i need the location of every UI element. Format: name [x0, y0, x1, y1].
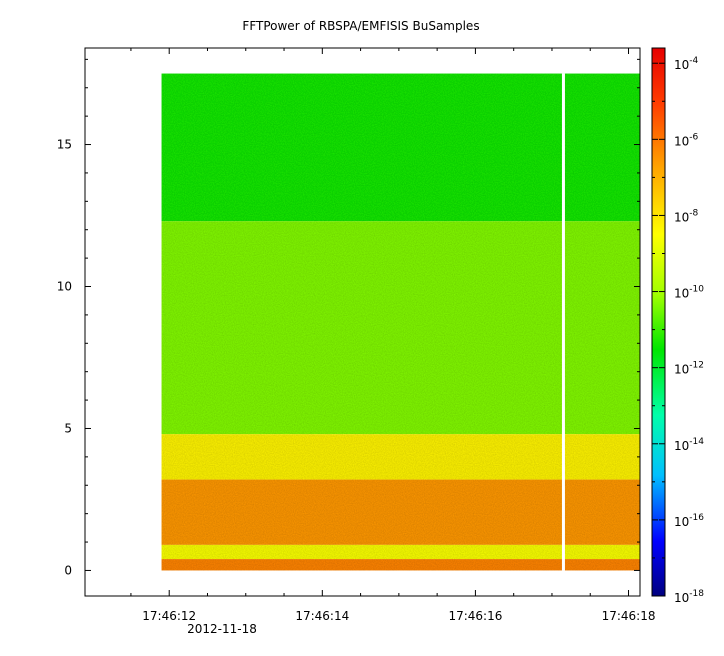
- colorbar-tick-label: 10-16: [674, 513, 704, 529]
- spectrogram-band: [161, 544, 640, 560]
- colorbar-tick-label: 10-10: [674, 285, 704, 301]
- x-tick-label: 17:46:14: [295, 609, 349, 623]
- x-tick-label: 17:46:18: [602, 609, 656, 623]
- y-tick-label: 15: [57, 138, 72, 152]
- x-axis: 17:46:12 17:46:14 17:46:16 17:46:18: [130, 48, 656, 623]
- colorbar-tick-label: 10-8: [674, 208, 699, 224]
- colorbar-tick-label: 10-18: [674, 589, 704, 605]
- x-tick-label: 17:46:16: [448, 609, 502, 623]
- plot-frame: [84, 47, 641, 597]
- spectrogram-band: [161, 559, 640, 571]
- colorbar-tick-label: 10-14: [674, 437, 704, 453]
- colorbar: [651, 47, 666, 597]
- spectrogram-bands: [161, 73, 640, 571]
- spectrogram-band: [161, 434, 640, 480]
- colorbar-tick-label: 10-4: [674, 56, 699, 72]
- x-date-label: 2012-11-18: [187, 622, 257, 636]
- spectrogram-band: [161, 221, 640, 435]
- spectrogram-band: [161, 479, 640, 545]
- y-axis: 0 5 10 15: [57, 58, 640, 577]
- y-tick-label: 10: [57, 280, 72, 294]
- data-gap: [561, 73, 565, 571]
- chart-title: FFTPower of RBSPA/EMFISIS BuSamples: [242, 19, 479, 33]
- colorbar-axis: 10-4 10-6 10-8 10-10 10-12 10-14 10-16 10-18: [652, 56, 704, 605]
- x-tick-label: 17:46:12: [142, 609, 196, 623]
- y-tick-label: 5: [64, 421, 72, 435]
- spectrogram-band: [161, 73, 640, 222]
- y-tick-label: 0: [64, 563, 72, 577]
- colorbar-tick-label: 10-6: [674, 132, 699, 148]
- colorbar-tick-label: 10-12: [674, 361, 704, 377]
